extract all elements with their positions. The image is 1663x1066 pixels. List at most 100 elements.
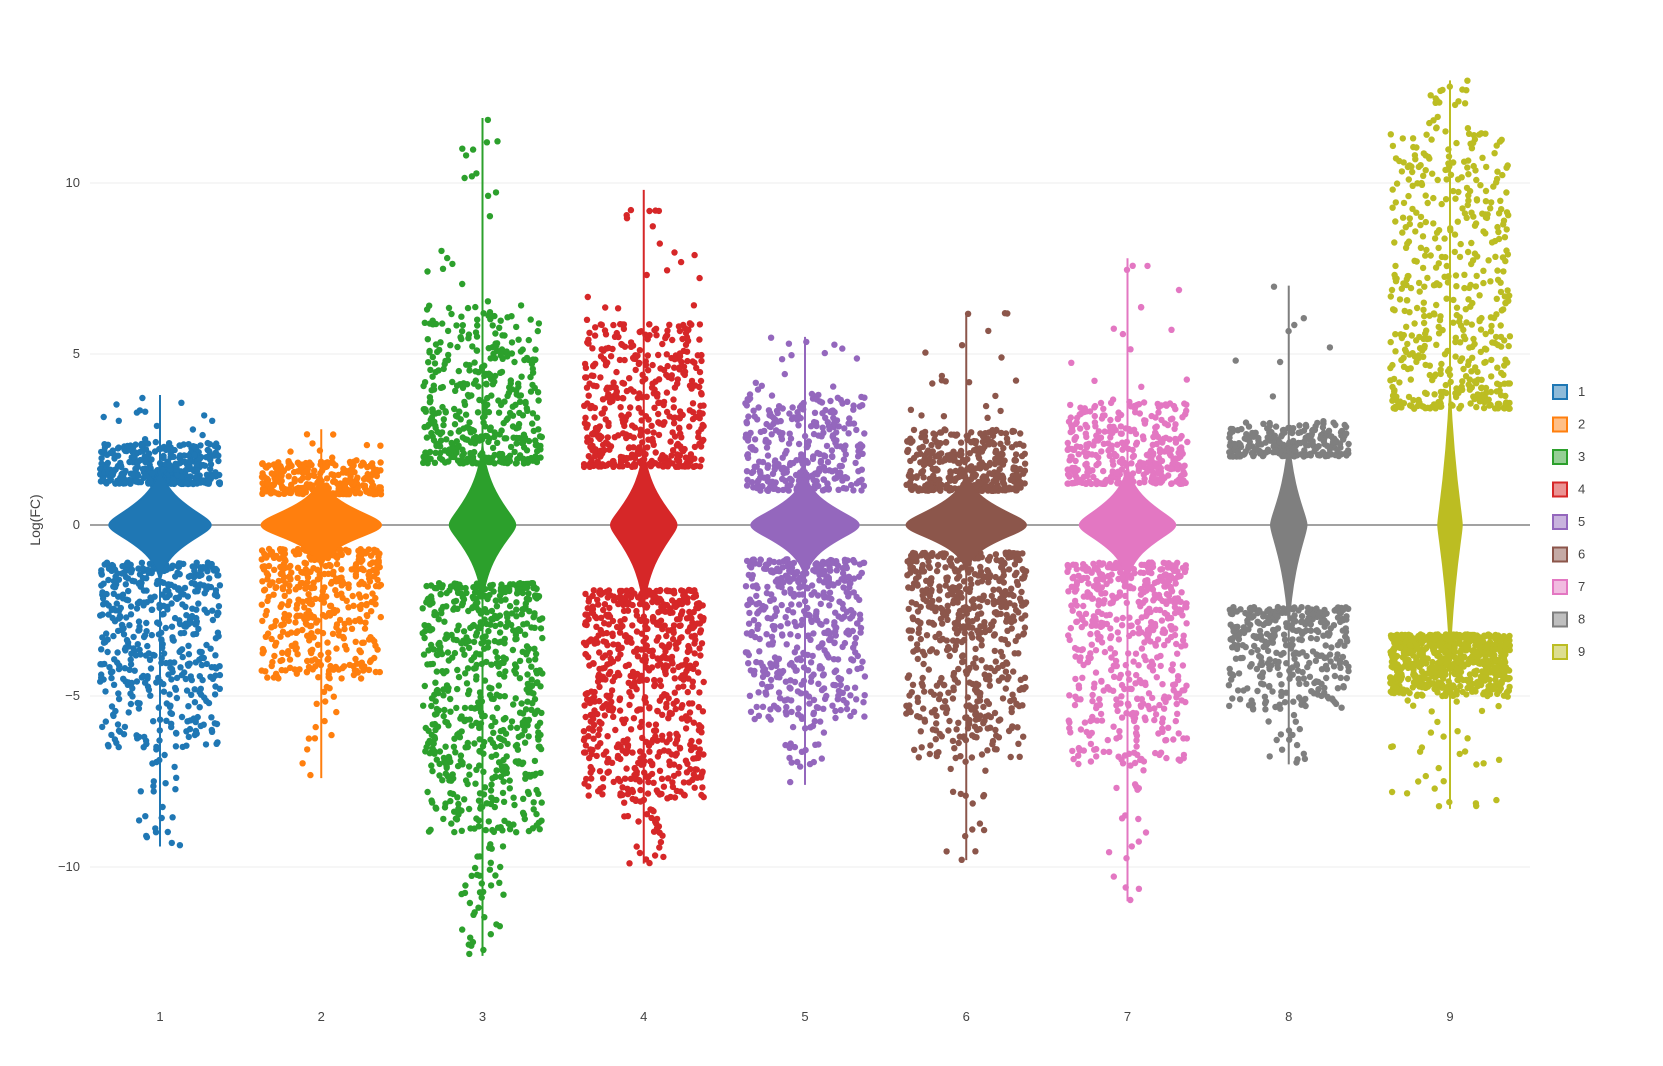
data-point — [650, 648, 656, 654]
data-point — [532, 385, 538, 391]
data-point — [296, 584, 302, 590]
data-point — [690, 400, 696, 406]
data-point — [661, 419, 667, 425]
data-point — [646, 208, 652, 214]
data-point — [844, 565, 850, 571]
data-point — [648, 815, 654, 821]
data-point — [842, 640, 848, 646]
data-point — [128, 701, 134, 707]
data-point — [485, 117, 491, 123]
data-point — [586, 755, 592, 761]
data-point — [783, 704, 789, 710]
data-point — [531, 357, 537, 363]
data-point — [671, 249, 677, 255]
data-point — [859, 467, 865, 473]
data-point — [583, 619, 589, 625]
data-point — [212, 691, 218, 697]
data-point — [339, 552, 345, 558]
data-point — [596, 649, 602, 655]
data-point — [456, 674, 462, 680]
data-point — [760, 668, 766, 674]
data-point — [424, 661, 430, 667]
data-point — [365, 476, 371, 482]
data-point — [443, 668, 449, 674]
data-point — [847, 713, 853, 719]
data-point — [356, 591, 362, 597]
data-point — [259, 470, 265, 476]
data-point — [153, 679, 159, 685]
data-point — [498, 352, 504, 358]
data-point — [488, 392, 494, 398]
data-point — [653, 594, 659, 600]
data-point — [286, 460, 292, 466]
data-point — [764, 584, 770, 590]
data-point — [686, 665, 692, 671]
data-point — [172, 786, 178, 792]
data-point — [751, 556, 757, 562]
data-point — [272, 642, 278, 648]
data-point — [125, 597, 131, 603]
data-point — [432, 423, 438, 429]
data-point — [114, 649, 120, 655]
data-point — [598, 321, 604, 327]
data-point — [683, 657, 689, 663]
data-point — [429, 695, 435, 701]
data-point — [293, 630, 299, 636]
data-point — [782, 371, 788, 377]
data-point — [606, 447, 612, 453]
data-point — [183, 676, 189, 682]
data-point — [453, 450, 459, 456]
data-point — [626, 375, 632, 381]
data-point — [269, 663, 275, 669]
data-point — [698, 358, 704, 364]
data-point — [983, 403, 989, 409]
data-point — [794, 759, 800, 765]
data-point — [203, 698, 209, 704]
data-point — [794, 569, 800, 575]
data-point — [430, 661, 436, 667]
data-point — [697, 725, 703, 731]
data-point — [198, 655, 204, 661]
data-point — [844, 685, 850, 691]
data-point — [824, 559, 830, 565]
data-point — [590, 593, 596, 599]
data-point — [829, 453, 835, 459]
data-point — [449, 379, 455, 385]
data-point — [656, 844, 662, 850]
x-tick-label: 9 — [1446, 1009, 1453, 1024]
data-point — [124, 443, 130, 449]
data-point — [692, 382, 698, 388]
data-point — [199, 649, 205, 655]
data-point — [831, 342, 837, 348]
data-point — [788, 352, 794, 358]
data-point — [326, 674, 332, 680]
data-point — [762, 604, 768, 610]
data-point — [590, 727, 596, 733]
data-point — [332, 479, 338, 485]
data-point — [376, 583, 382, 589]
data-point — [675, 464, 681, 470]
data-point — [651, 442, 657, 448]
data-point — [328, 732, 334, 738]
data-point — [695, 352, 701, 358]
data-point — [212, 469, 218, 475]
data-point — [637, 787, 643, 793]
data-point — [754, 704, 760, 710]
data-point — [628, 339, 634, 345]
data-point — [182, 604, 188, 610]
data-point — [490, 322, 496, 328]
data-point — [504, 348, 510, 354]
data-point — [507, 410, 513, 416]
data-point — [631, 388, 637, 394]
data-point — [430, 354, 436, 360]
data-point — [620, 430, 626, 436]
data-point — [271, 567, 277, 573]
data-point — [591, 722, 597, 728]
data-point — [168, 724, 174, 730]
data-point — [780, 455, 786, 461]
data-point — [474, 853, 480, 859]
data-point — [493, 189, 499, 195]
data-point — [470, 939, 476, 945]
data-point — [787, 568, 793, 574]
